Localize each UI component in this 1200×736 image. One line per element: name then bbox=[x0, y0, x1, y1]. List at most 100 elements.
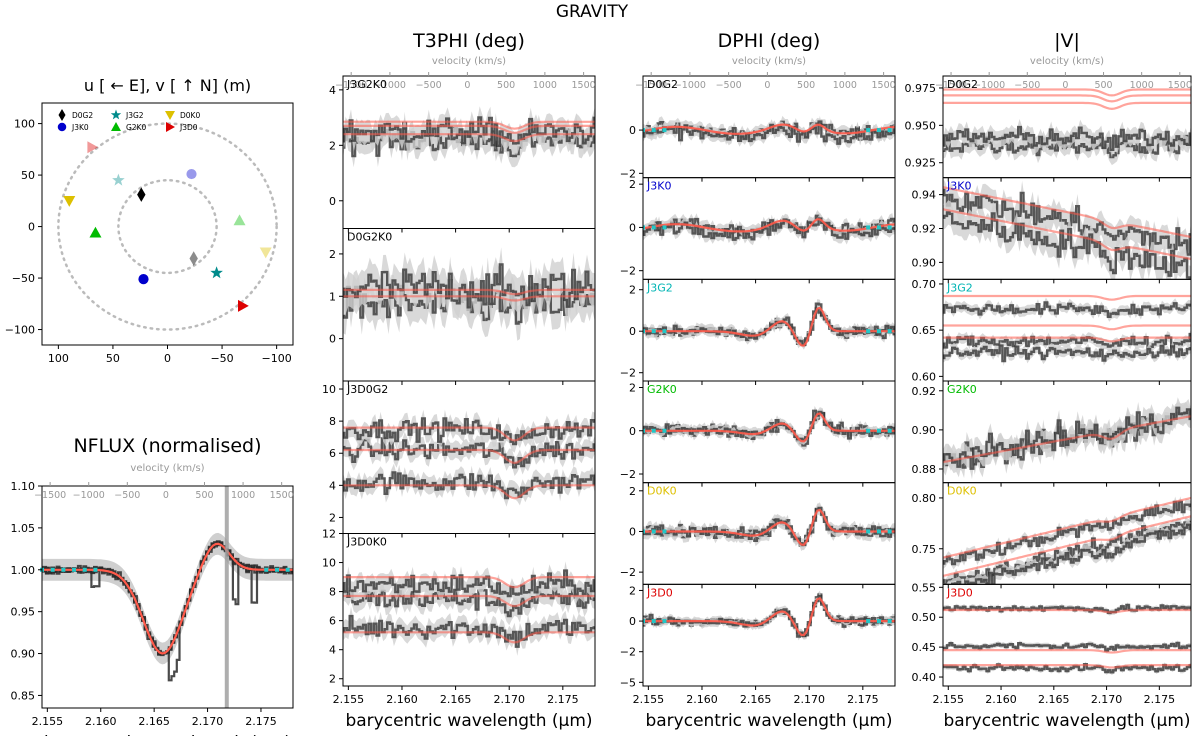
t3phi-vtick-label: 1500 bbox=[572, 80, 596, 91]
vis-observed-line bbox=[943, 663, 1191, 674]
dphi-xtick-label: 2.160 bbox=[686, 693, 718, 706]
vis-panel-label: J3G2 bbox=[946, 281, 973, 294]
vis-frame bbox=[942, 583, 1192, 687]
vis-plot-area bbox=[943, 496, 1191, 585]
vis-model-line bbox=[943, 294, 1191, 301]
vis-ytick-label: 0.94 bbox=[912, 189, 937, 202]
figure-title: GRAVITY bbox=[556, 2, 629, 22]
vis-observed-line bbox=[943, 125, 1191, 151]
uv-xtick-label: −100 bbox=[262, 352, 292, 365]
vis-panel-j3d0: 0.40 0.45 0.50 0.55 2.155 2.160 2.165 2.170 2.17… bbox=[912, 581, 1192, 706]
dphi-ytick-label: 2 bbox=[629, 284, 636, 297]
vis-model-line bbox=[943, 515, 1191, 577]
dphi-continuum-point bbox=[866, 128, 871, 133]
dphi-continuum-point bbox=[651, 225, 656, 230]
dphi-plot-area bbox=[643, 502, 895, 551]
vis-ytick-label: 0.80 bbox=[912, 492, 937, 505]
vis-observed-line bbox=[943, 301, 1191, 318]
dphi-ytick-label: 2 bbox=[629, 584, 636, 597]
dphi-ytick-label: −5 bbox=[620, 676, 636, 689]
dphi-continuum-point bbox=[876, 225, 881, 230]
nflux-masked-band bbox=[224, 486, 229, 708]
t3phi-model-line bbox=[343, 594, 595, 608]
uv-point bbox=[210, 266, 223, 279]
dphi-continuum-point bbox=[643, 128, 645, 133]
uv-legend-marker bbox=[57, 122, 67, 132]
vis-frame bbox=[942, 278, 1192, 382]
dphi-panel-label: D0K0 bbox=[647, 485, 677, 498]
vis-plot-area bbox=[943, 294, 1191, 367]
dphi-xtick-label: 2.170 bbox=[793, 693, 825, 706]
dphi-continuum-point bbox=[887, 529, 892, 534]
dphi-ytick-label: −2 bbox=[620, 468, 636, 481]
vis-model-line bbox=[943, 88, 1191, 97]
dphi-continuum-point bbox=[662, 428, 667, 433]
dphi-continuum-point bbox=[887, 428, 892, 433]
t3phi-ytick-label: 2 bbox=[329, 139, 336, 152]
dphi-continuum-point bbox=[876, 529, 881, 534]
dphi-ytick-label: 0 bbox=[629, 615, 636, 628]
t3phi-error-band bbox=[343, 247, 595, 325]
nflux-xtick-label: 2.160 bbox=[85, 715, 117, 728]
t3phi-column: T3PHI (deg)velocity (km/s)024 −1500 −1000−… bbox=[322, 30, 596, 731]
dphi-continuum-point bbox=[887, 329, 892, 334]
vis-panel-label: D0K0 bbox=[947, 485, 977, 498]
nflux-vtick-label: 0 bbox=[163, 490, 169, 501]
uv-ytick-label: 100 bbox=[14, 118, 35, 131]
t3phi-panel-j3d0k0: 2 4 6 8 10 12 2.155 2.160 2.165 2.170 2.175 J3D0K0 bbox=[322, 528, 596, 706]
vis-ytick-label: 0.75 bbox=[912, 543, 937, 556]
dphi-ytick-label: 2 bbox=[629, 485, 636, 498]
dphi-error-band bbox=[643, 115, 895, 150]
dphi-panel-d0g2: −2 0 −1500 −1000 −500 0 500 1000 1500 D0G2 bbox=[620, 72, 896, 182]
vis-observed-line bbox=[943, 406, 1191, 470]
dphi-continuum-point bbox=[866, 529, 871, 534]
nflux-vtick-label: −1000 bbox=[73, 490, 105, 501]
nflux-observed-line bbox=[42, 540, 293, 655]
t3phi-panel-label: J3G2K0 bbox=[346, 78, 387, 91]
dphi-continuum-point bbox=[643, 529, 645, 534]
dphi-velocity-label: velocity (km/s) bbox=[732, 56, 806, 67]
nflux-ytick-label: 1.05 bbox=[11, 522, 36, 535]
t3phi-model-line bbox=[343, 295, 595, 302]
t3phi-plot-area bbox=[343, 106, 595, 168]
nflux-vtick-label: 1000 bbox=[231, 490, 255, 501]
vis-ytick-label: 0.975 bbox=[905, 82, 937, 95]
dphi-model-line bbox=[643, 508, 895, 546]
t3phi-xtick-label: 2.175 bbox=[547, 693, 579, 706]
nflux-continuum-point bbox=[264, 567, 269, 572]
uv-point bbox=[63, 196, 76, 207]
t3phi-model-line bbox=[343, 288, 595, 296]
uv-legend-label: J3G2 bbox=[125, 111, 144, 120]
t3phi-observed-line bbox=[343, 263, 595, 309]
dphi-ytick-label: 2 bbox=[629, 178, 636, 191]
uv-point bbox=[138, 273, 149, 285]
uv-xtick-label: 100 bbox=[48, 352, 69, 365]
dphi-panel-label: J3G2 bbox=[646, 281, 673, 294]
dphi-model-line bbox=[643, 306, 895, 347]
vis-panel-g2k0: 0.88 0.90 0.92 G2K0 bbox=[912, 380, 1192, 487]
t3phi-vtick-label: 500 bbox=[497, 80, 515, 91]
vis-panel-j3k0: 0.90 0.92 0.94 J3K0 bbox=[912, 177, 1192, 284]
dphi-xtick-label: 2.155 bbox=[633, 693, 665, 706]
vis-observed-line bbox=[943, 344, 1191, 363]
nflux-vtick-label: −1500 bbox=[34, 490, 66, 501]
dphi-continuum-point bbox=[876, 428, 881, 433]
dphi-panel-label: G2K0 bbox=[647, 383, 677, 396]
nflux-continuum-point bbox=[93, 567, 98, 572]
dphi-continuum-point bbox=[662, 529, 667, 534]
dphi-continuum-point bbox=[866, 619, 871, 624]
uv-title: u [ ← E], v [ ↑ N] (m) bbox=[84, 76, 251, 95]
t3phi-xlabel: barycentric wavelength (μm) bbox=[345, 711, 592, 731]
t3phi-model-line bbox=[343, 631, 595, 644]
dphi-continuum-point bbox=[643, 428, 645, 433]
dphi-ytick-label: 0 bbox=[629, 221, 636, 234]
dphi-continuum-point bbox=[662, 225, 667, 230]
nflux-title: NFLUX (normalised) bbox=[73, 435, 261, 457]
t3phi-frame bbox=[342, 533, 596, 687]
uv-xtick-label: 50 bbox=[106, 352, 120, 365]
vis-plot-area bbox=[943, 602, 1191, 675]
vis-model-line bbox=[943, 336, 1191, 343]
uv-coverage-plot: u [ ← E], v [ ↑ N] (m) 100 50 0 −50 −100 100 50… bbox=[5, 76, 294, 365]
vis-observed-line bbox=[951, 523, 1191, 585]
